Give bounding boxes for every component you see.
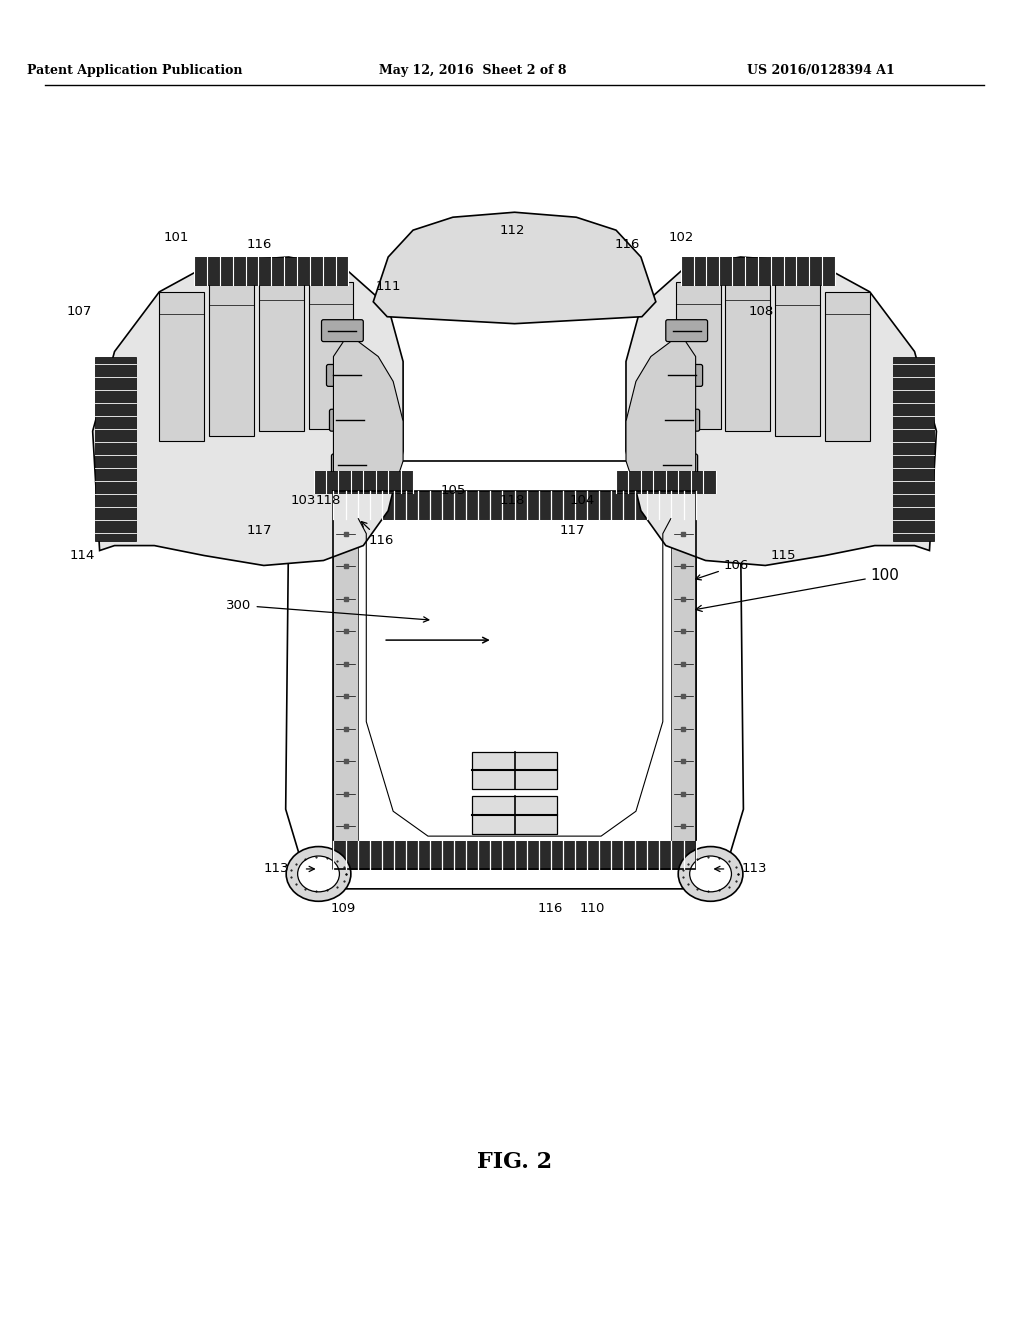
Bar [334, 491, 695, 519]
Text: 100: 100 [695, 568, 900, 611]
Text: 300: 300 [226, 599, 429, 622]
Ellipse shape [690, 857, 731, 892]
Text: 116: 116 [361, 521, 394, 546]
Text: 107: 107 [67, 305, 92, 318]
Text: 115: 115 [770, 549, 796, 562]
Bar [94, 356, 136, 541]
Polygon shape [313, 471, 413, 492]
Text: 116: 116 [538, 903, 563, 915]
Bar [775, 282, 820, 436]
Bar [681, 257, 835, 285]
Text: 117: 117 [559, 524, 585, 537]
Text: 118: 118 [500, 494, 525, 507]
Text: 101: 101 [164, 231, 188, 244]
Text: 110: 110 [580, 903, 605, 915]
Text: 111: 111 [376, 280, 401, 293]
Text: 114: 114 [70, 549, 95, 562]
Bar [671, 519, 695, 841]
Bar [209, 282, 254, 436]
Text: 117: 117 [246, 524, 271, 537]
Text: 116: 116 [614, 238, 640, 251]
Bar [334, 519, 358, 841]
FancyBboxPatch shape [330, 409, 372, 432]
Text: 116: 116 [246, 238, 271, 251]
Text: 112: 112 [500, 223, 525, 236]
Ellipse shape [678, 846, 742, 902]
Bar [676, 282, 721, 429]
Text: Patent Application Publication: Patent Application Publication [27, 65, 243, 78]
Polygon shape [626, 257, 936, 565]
FancyBboxPatch shape [327, 364, 369, 387]
Ellipse shape [298, 857, 339, 892]
Polygon shape [334, 342, 403, 491]
Bar [259, 277, 303, 432]
Text: 118: 118 [315, 494, 341, 507]
FancyBboxPatch shape [666, 319, 708, 342]
Polygon shape [286, 461, 743, 888]
Text: 108: 108 [749, 305, 774, 318]
Bar [160, 292, 204, 441]
Text: 106: 106 [695, 558, 750, 579]
Text: 103: 103 [291, 494, 316, 507]
Bar [195, 257, 348, 285]
Text: 113: 113 [741, 862, 767, 875]
Text: US 2016/0128394 A1: US 2016/0128394 A1 [748, 65, 895, 78]
FancyBboxPatch shape [332, 454, 374, 477]
Polygon shape [626, 342, 695, 491]
Bar [472, 751, 557, 789]
Bar [308, 282, 353, 429]
Polygon shape [374, 213, 655, 323]
Ellipse shape [286, 846, 351, 902]
Text: 105: 105 [440, 484, 466, 498]
Text: 109: 109 [331, 903, 356, 915]
FancyBboxPatch shape [322, 319, 364, 342]
FancyBboxPatch shape [655, 454, 697, 477]
FancyBboxPatch shape [660, 364, 702, 387]
FancyBboxPatch shape [657, 409, 699, 432]
Bar [893, 356, 935, 541]
Text: 104: 104 [569, 494, 595, 507]
Text: FIG. 2: FIG. 2 [477, 1151, 552, 1173]
Polygon shape [92, 257, 403, 565]
Bar [825, 292, 869, 441]
Bar [472, 796, 557, 834]
Bar [334, 841, 695, 869]
Text: 113: 113 [263, 862, 289, 875]
Polygon shape [616, 471, 716, 492]
Text: May 12, 2016  Sheet 2 of 8: May 12, 2016 Sheet 2 of 8 [379, 65, 566, 78]
Text: 102: 102 [669, 231, 694, 244]
Bar [725, 277, 770, 432]
